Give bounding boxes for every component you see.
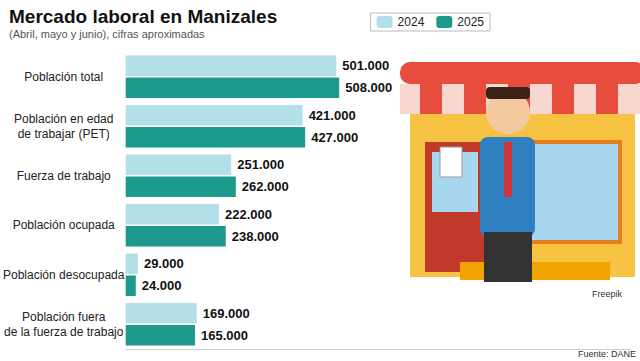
svg-text:2025: 2025	[457, 15, 484, 29]
svg-text:169.000: 169.000	[203, 306, 250, 321]
svg-text:421.000: 421.000	[309, 108, 356, 123]
svg-text:262.000: 262.000	[242, 179, 289, 194]
svg-text:Fuente: DANE: Fuente: DANE	[578, 349, 636, 359]
svg-text:de trabajar (PET): de trabajar (PET)	[18, 127, 110, 141]
svg-text:238.000: 238.000	[232, 229, 279, 244]
svg-text:Población en edad: Población en edad	[14, 112, 113, 126]
svg-text:Freepik: Freepik	[592, 289, 623, 299]
svg-text:2024: 2024	[398, 15, 425, 29]
svg-text:508.000: 508.000	[345, 80, 392, 95]
svg-text:(Abril, mayo y junio), cifras: (Abril, mayo y junio), cifras aproximada…	[9, 28, 205, 40]
svg-text:501.000: 501.000	[342, 58, 389, 73]
svg-text:29.000: 29.000	[144, 256, 184, 271]
svg-text:427.000: 427.000	[311, 130, 358, 145]
svg-text:Fuerza de trabajo: Fuerza de trabajo	[17, 169, 111, 183]
svg-text:24.000: 24.000	[142, 278, 182, 293]
svg-text:de la fuerza de trabajo: de la fuerza de trabajo	[4, 325, 124, 339]
svg-text:Mercado laboral en Manizales: Mercado laboral en Manizales	[9, 6, 277, 27]
svg-text:Población ocupada: Población ocupada	[13, 218, 115, 232]
svg-text:165.000: 165.000	[201, 328, 248, 343]
svg-text:222.000: 222.000	[225, 207, 272, 222]
svg-text:251.000: 251.000	[237, 157, 284, 172]
svg-text:Población fuera: Población fuera	[22, 310, 106, 324]
svg-text:Población total: Población total	[24, 70, 103, 84]
svg-text:Población desocupada: Población desocupada	[3, 268, 125, 282]
